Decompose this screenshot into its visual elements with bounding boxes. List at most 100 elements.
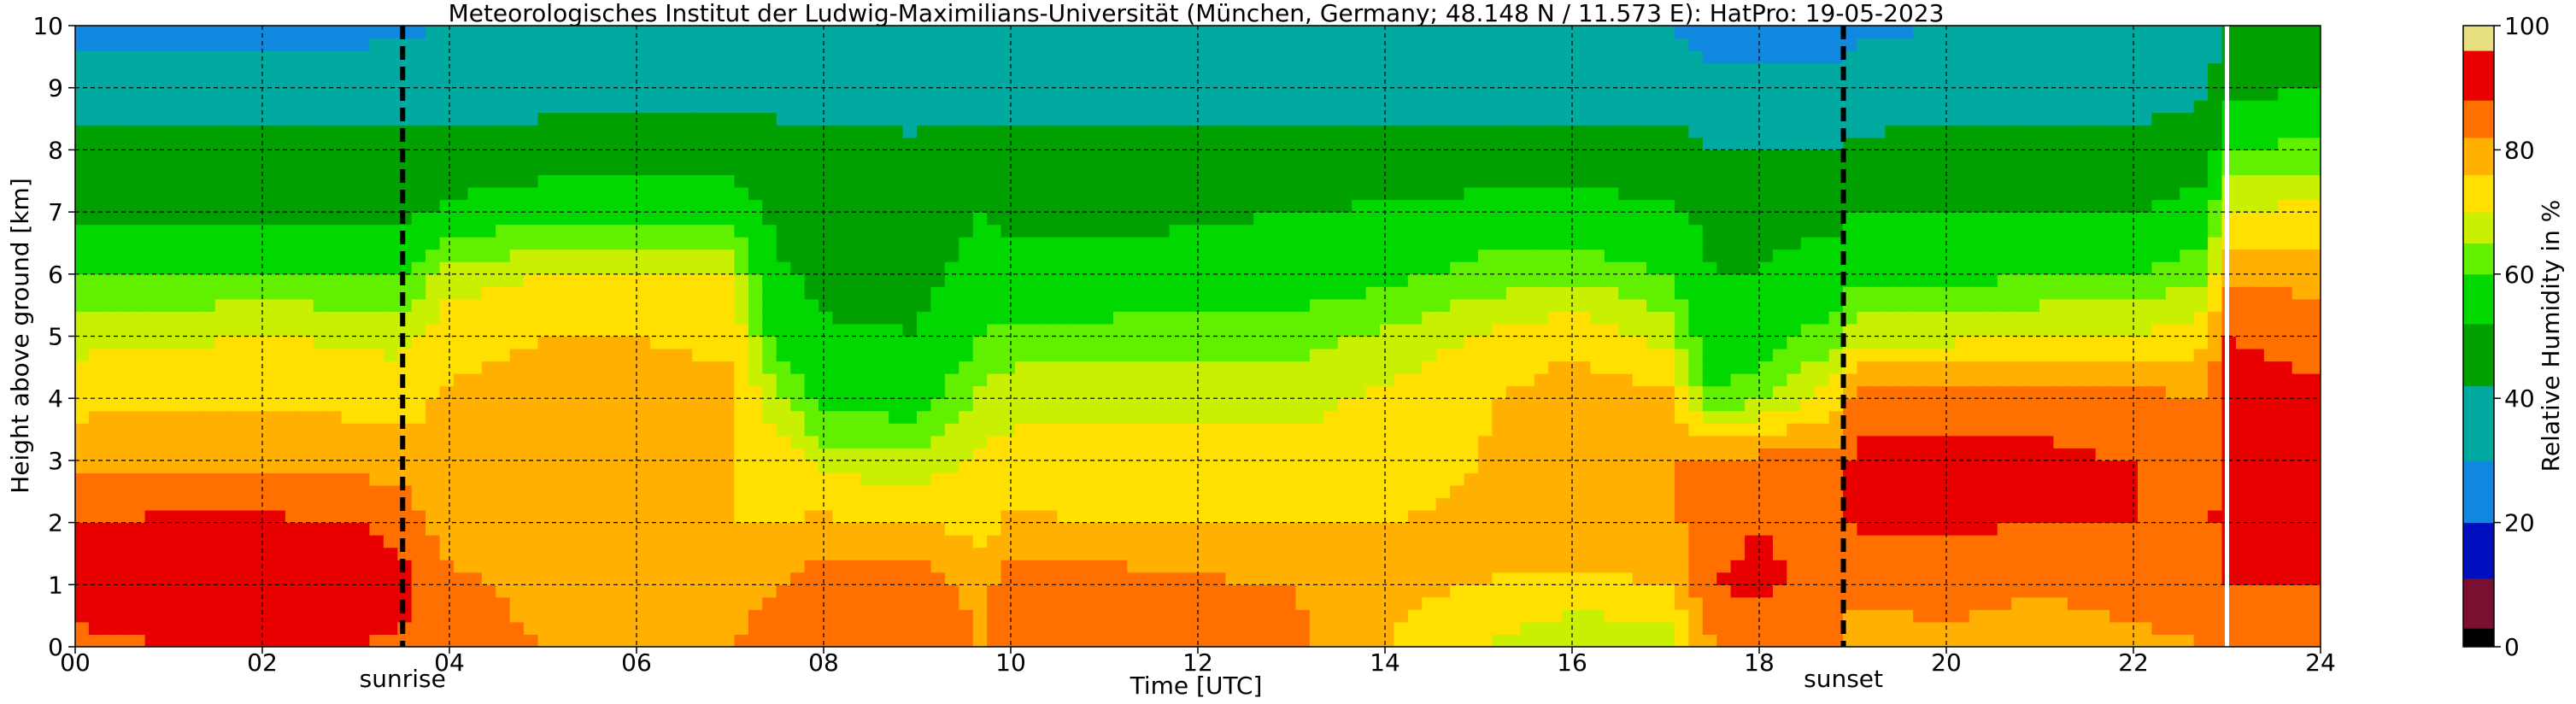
heatmap-cell: [229, 509, 244, 524]
heatmap-cell: [173, 621, 188, 635]
heatmap-cell: [271, 74, 286, 89]
heatmap-cell: [214, 124, 231, 138]
heatmap-cell: [425, 62, 441, 76]
heatmap-cell: [131, 348, 146, 362]
heatmap-cell: [622, 435, 637, 449]
heatmap-cell: [88, 285, 104, 300]
heatmap-cell: [748, 410, 764, 424]
heatmap-cell: [1309, 361, 1325, 374]
heatmap-cell: [776, 323, 792, 337]
heatmap-cell: [439, 99, 455, 114]
heatmap-cell: [1267, 422, 1283, 437]
heatmap-cell: [607, 422, 624, 437]
heatmap-cell: [1029, 522, 1044, 536]
heatmap-cell: [186, 410, 202, 424]
heatmap-cell: [1042, 509, 1059, 524]
heatmap-cell: [748, 323, 764, 337]
heatmap-cell: [551, 472, 567, 486]
heatmap-cell: [1253, 596, 1269, 610]
heatmap-cell: [944, 336, 960, 349]
heatmap-cell: [832, 385, 848, 399]
heatmap-cell: [1407, 435, 1423, 449]
heatmap-cell: [1197, 559, 1212, 573]
heatmap-cell: [313, 99, 329, 114]
heatmap-cell: [313, 633, 329, 647]
heatmap-cell: [706, 199, 722, 213]
heatmap-cell: [467, 596, 483, 610]
heatmap-cell: [439, 348, 455, 362]
heatmap-cell: [959, 161, 974, 175]
heatmap-cell: [1000, 298, 1016, 312]
heatmap-cell: [383, 224, 399, 238]
heatmap-cell: [229, 484, 244, 499]
heatmap-cell: [1352, 50, 1367, 64]
heatmap-cell: [1042, 633, 1059, 647]
heatmap-cell: [579, 373, 596, 387]
heatmap-cell: [1267, 137, 1283, 150]
heatmap-cell: [902, 137, 918, 150]
heatmap-cell: [383, 373, 399, 387]
heatmap-cell: [1141, 422, 1157, 437]
heatmap-cell: [144, 273, 161, 287]
heatmap-cell: [1071, 361, 1087, 374]
heatmap-cell: [88, 422, 104, 437]
heatmap-cell: [1239, 211, 1255, 226]
heatmap-cell: [889, 596, 904, 610]
heatmap-cell: [1450, 410, 1465, 424]
heatmap-cell: [860, 62, 876, 76]
heatmap-cell: [1085, 348, 1100, 362]
heatmap-cell: [1042, 608, 1059, 623]
heatmap-cell: [453, 509, 469, 524]
heatmap-cell: [1435, 435, 1452, 449]
heatmap-cell: [144, 596, 161, 610]
heatmap-cell: [551, 124, 567, 138]
heatmap-cell: [1282, 608, 1297, 623]
heatmap-cell: [1309, 173, 1325, 188]
heatmap-cell: [201, 173, 216, 188]
heatmap-cell: [790, 99, 806, 114]
heatmap-cell: [299, 509, 314, 524]
heatmap-cell: [103, 124, 118, 138]
heatmap-cell: [706, 62, 722, 76]
heatmap-cell: [860, 497, 876, 511]
heatmap-cell: [1085, 572, 1100, 585]
heatmap-cell: [1085, 559, 1100, 573]
heatmap-cell: [748, 149, 764, 163]
heatmap-cell: [229, 497, 244, 511]
heatmap-cell: [1042, 224, 1059, 238]
heatmap-cell: [1112, 397, 1129, 412]
heatmap-cell: [201, 534, 216, 549]
heatmap-cell: [1014, 596, 1030, 610]
heatmap-cell: [1085, 472, 1100, 486]
heatmap-cell: [425, 584, 441, 598]
heatmap-cell: [243, 62, 259, 76]
heatmap-cell: [214, 509, 231, 524]
heatmap-cell: [1099, 323, 1114, 337]
heatmap-cell: [1085, 410, 1100, 424]
heatmap-cell: [720, 547, 736, 560]
heatmap-cell: [383, 285, 399, 300]
heatmap-cell: [411, 633, 427, 647]
heatmap-cell: [1169, 608, 1185, 623]
heatmap-cell: [804, 38, 820, 51]
heatmap-cell: [214, 447, 231, 461]
heatmap-cell: [1127, 87, 1142, 101]
heatmap-cell: [229, 572, 244, 585]
heatmap-cell: [1085, 323, 1100, 337]
heatmap-cell: [411, 361, 427, 374]
heatmap-cell: [1422, 435, 1437, 449]
heatmap-cell: [1029, 249, 1044, 262]
heatmap-cell: [902, 87, 918, 101]
heatmap-cell: [902, 547, 918, 560]
heatmap-cell: [987, 435, 1002, 449]
heatmap-cell: [1057, 99, 1072, 114]
heatmap-cell: [285, 38, 301, 51]
heatmap-cell: [1197, 211, 1212, 226]
heatmap-cell: [439, 199, 455, 213]
heatmap-cell: [649, 385, 666, 399]
heatmap-cell: [1380, 298, 1395, 312]
heatmap-cell: [1029, 310, 1044, 325]
heatmap-cell: [748, 99, 764, 114]
heatmap-cell: [1211, 608, 1227, 623]
heatmap-cell: [678, 584, 694, 598]
